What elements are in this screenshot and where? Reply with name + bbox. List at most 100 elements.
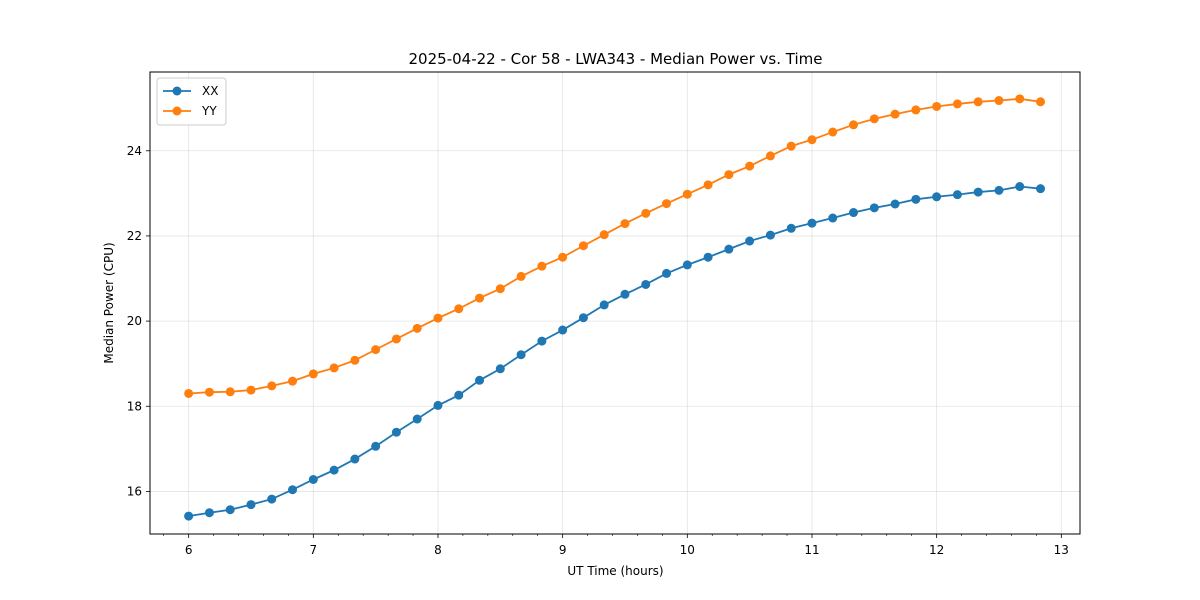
data-point-yy — [391, 334, 401, 344]
data-point-yy — [890, 109, 900, 119]
series-line-yy — [188, 97, 1041, 395]
data-point-yy — [911, 105, 921, 115]
x-tick-label: 12 — [929, 543, 944, 557]
x-tick-label: 9 — [559, 543, 567, 557]
data-point-xx — [537, 336, 547, 346]
data-point-yy — [724, 170, 734, 180]
data-point-xx — [890, 199, 900, 209]
x-tick-label: 7 — [309, 543, 317, 557]
legend-entry-yy: YY — [163, 104, 217, 118]
x-tick-label: 8 — [434, 543, 442, 557]
data-point-yy — [1015, 94, 1025, 104]
data-point-xx — [288, 485, 298, 495]
data-point-xx — [350, 454, 360, 464]
data-point-yy — [1036, 97, 1046, 107]
legend-label-yy: YY — [201, 104, 217, 118]
data-point-yy — [599, 230, 609, 240]
data-point-yy — [932, 101, 942, 111]
data-point-xx — [246, 500, 256, 510]
data-point-yy — [869, 114, 879, 124]
data-point-yy — [475, 293, 485, 303]
data-point-xx — [869, 203, 879, 213]
x-tick-label: 6 — [185, 543, 193, 557]
data-point-yy — [662, 199, 672, 209]
data-point-xx — [952, 190, 962, 200]
data-point-yy — [765, 151, 775, 161]
data-point-xx — [724, 244, 734, 254]
data-point-xx — [412, 414, 422, 424]
x-tick-label: 13 — [1054, 543, 1069, 557]
data-point-yy — [807, 135, 817, 145]
data-point-yy — [225, 387, 235, 397]
data-point-xx — [849, 208, 859, 218]
data-point-xx — [973, 187, 983, 197]
data-point-xx — [911, 194, 921, 204]
y-tick-label: 24 — [127, 144, 142, 158]
data-point-yy — [973, 97, 983, 107]
grid-layer — [150, 72, 1080, 534]
data-point-yy — [184, 388, 194, 398]
data-point-xx — [765, 230, 775, 240]
data-point-yy — [578, 241, 588, 251]
data-point-xx — [1036, 184, 1046, 194]
data-point-xx — [308, 474, 318, 484]
data-point-yy — [558, 252, 568, 262]
y-tick-label: 22 — [127, 229, 142, 243]
data-point-yy — [329, 363, 339, 373]
legend-label-xx: XX — [202, 84, 218, 98]
data-point-xx — [745, 236, 755, 246]
data-point-yy — [952, 99, 962, 109]
data-point-xx — [433, 400, 443, 410]
x-axis-label: UT Time (hours) — [567, 564, 663, 578]
data-point-yy — [703, 180, 713, 190]
data-point-xx — [932, 192, 942, 202]
data-point-xx — [495, 364, 505, 374]
data-point-yy — [828, 127, 838, 137]
data-point-xx — [204, 508, 214, 518]
y-tick-label: 16 — [127, 484, 142, 498]
data-point-yy — [204, 387, 214, 397]
x-tick-label: 11 — [804, 543, 819, 557]
data-point-yy — [495, 284, 505, 294]
data-point-yy — [516, 271, 526, 281]
data-point-yy — [537, 261, 547, 271]
data-point-yy — [433, 313, 443, 323]
data-point-xx — [620, 289, 630, 299]
legend-entry-xx: XX — [163, 84, 218, 98]
data-point-xx — [225, 505, 235, 515]
plot-frame — [149, 71, 1081, 535]
data-point-yy — [620, 219, 630, 229]
y-tick-label: 18 — [127, 399, 142, 413]
data-point-xx — [703, 252, 713, 262]
data-point-yy — [288, 376, 298, 386]
data-point-yy — [745, 161, 755, 171]
data-point-xx — [599, 300, 609, 310]
data-point-yy — [350, 355, 360, 365]
data-point-yy — [371, 345, 381, 355]
data-point-xx — [828, 213, 838, 223]
data-point-xx — [267, 494, 277, 504]
data-point-xx — [641, 279, 651, 289]
data-point-xx — [1015, 182, 1025, 192]
x-tick-label: 10 — [680, 543, 695, 557]
y-tick-label: 20 — [127, 314, 142, 328]
data-point-yy — [308, 369, 318, 379]
data-point-yy — [682, 189, 692, 199]
data-point-yy — [994, 96, 1004, 106]
data-point-xx — [184, 511, 194, 521]
legend-marker-xx — [172, 86, 182, 96]
data-point-xx — [786, 223, 796, 233]
data-point-yy — [641, 208, 651, 218]
data-point-xx — [516, 350, 526, 360]
series-layer — [184, 94, 1046, 521]
data-point-yy — [267, 381, 277, 391]
legend: XX YY — [156, 77, 227, 126]
data-point-xx — [682, 260, 692, 270]
data-point-xx — [454, 390, 464, 400]
data-point-yy — [412, 323, 422, 333]
data-point-xx — [475, 375, 485, 385]
data-point-xx — [391, 427, 401, 437]
y-axis-label: Median Power (CPU) — [102, 242, 116, 363]
data-point-xx — [371, 441, 381, 451]
